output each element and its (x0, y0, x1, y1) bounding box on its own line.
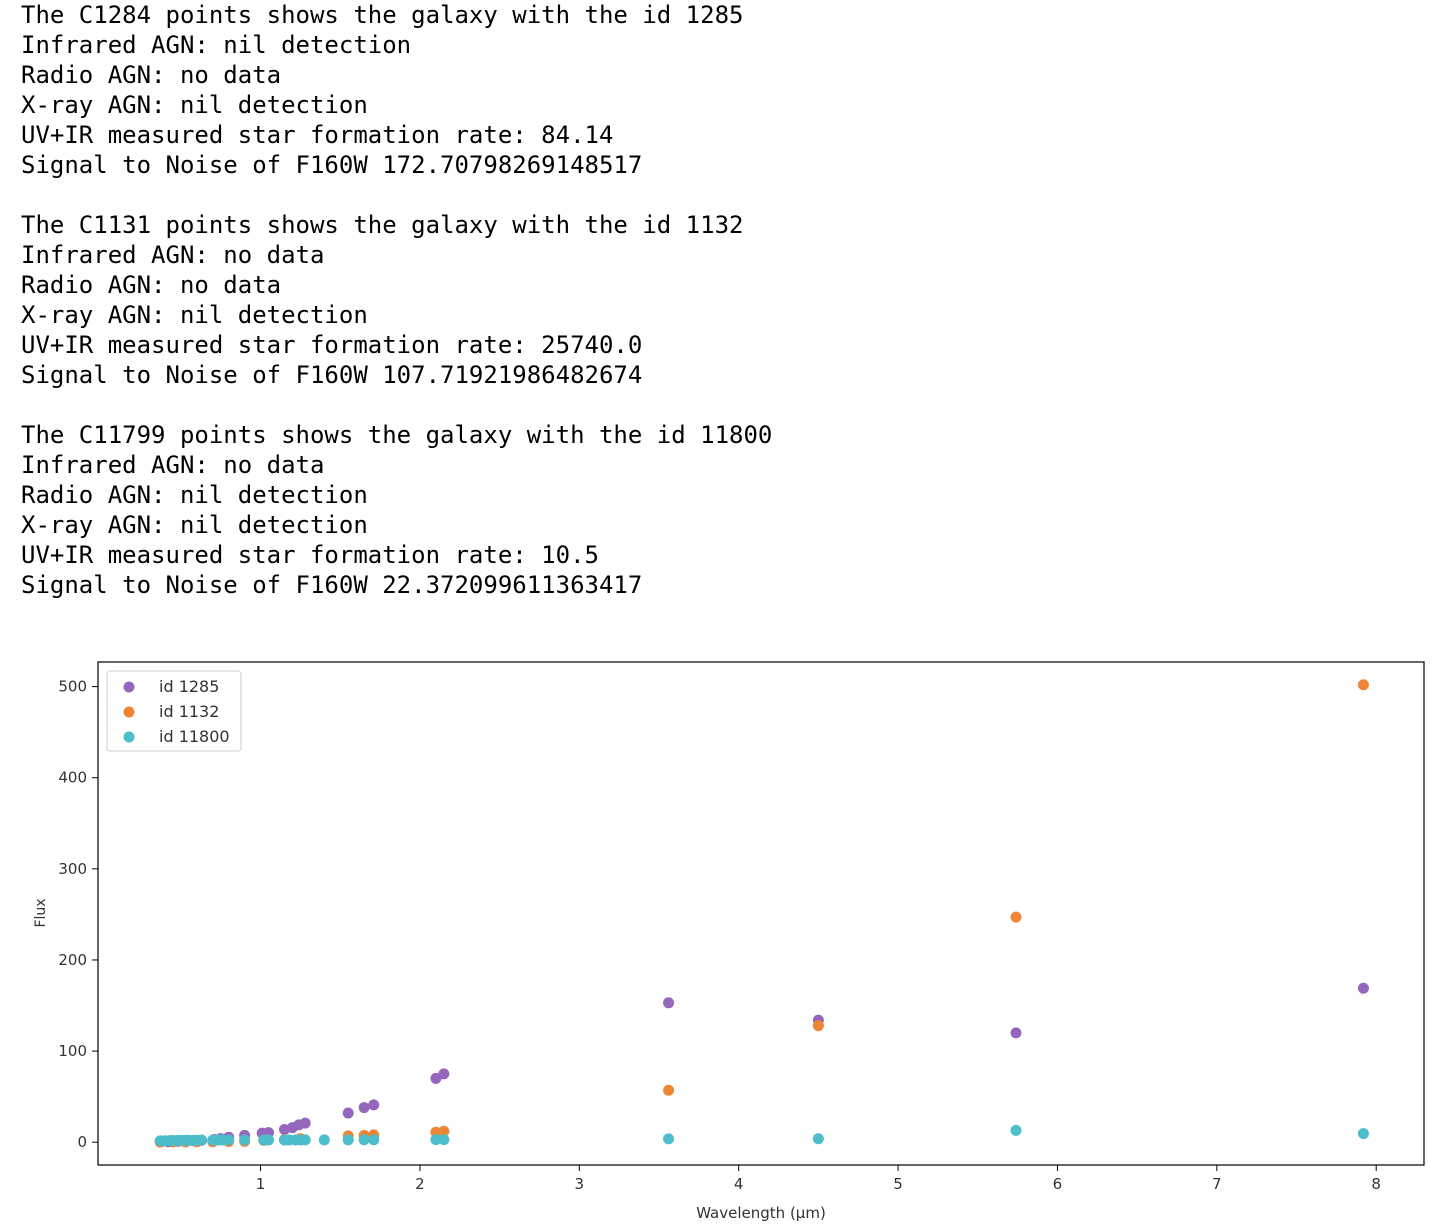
legend-box (106, 670, 242, 752)
data-point-series-2 (318, 1134, 330, 1146)
data-point-series-1 (663, 1084, 675, 1096)
output-line: Signal to Noise of F160W 107.71921986482… (21, 361, 643, 389)
data-point-series-2 (368, 1134, 380, 1146)
legend-label: id 1132 (159, 702, 219, 721)
data-point-series-2 (358, 1134, 370, 1146)
output-line: X-ray AGN: nil detection (21, 91, 368, 119)
legend-label: id 1285 (159, 677, 219, 696)
data-point-series-0 (430, 1072, 442, 1084)
y-tick-label: 0 (77, 1133, 87, 1151)
data-point-series-2 (430, 1134, 442, 1146)
x-tick-label: 1 (256, 1175, 266, 1193)
data-point-series-2 (342, 1134, 354, 1146)
x-tick-label: 8 (1371, 1175, 1381, 1193)
data-point-series-2 (812, 1133, 824, 1145)
output-line: Infrared AGN: nil detection (21, 31, 412, 59)
output-line: The C1131 points shows the galaxy with t… (21, 211, 744, 239)
data-point-series-2 (663, 1133, 675, 1145)
data-point-series-1 (1010, 911, 1022, 923)
data-point-series-0 (358, 1102, 370, 1114)
x-axis-label: Wavelength (μm) (696, 1204, 826, 1222)
data-point-series-2 (1357, 1128, 1369, 1140)
y-tick-label: 400 (58, 769, 87, 787)
data-point-series-0 (299, 1117, 311, 1129)
output-line: Radio AGN: nil detection (21, 481, 368, 509)
output-line: Signal to Noise of F160W 172.70798269148… (21, 151, 643, 179)
data-point-series-2 (263, 1134, 275, 1146)
data-point-series-0 (368, 1099, 380, 1111)
axes-frame (97, 661, 1425, 1166)
data-point-series-0 (1357, 982, 1369, 994)
output-line: Signal to Noise of F160W 22.372099611363… (21, 571, 643, 599)
legend-marker (123, 731, 135, 743)
output-block: The C1284 points shows the galaxy with t… (21, 0, 772, 180)
data-point-series-2 (239, 1134, 251, 1146)
data-point-series-1 (1357, 679, 1369, 691)
y-axis-label: Flux (33, 898, 49, 927)
output-line: Radio AGN: no data (21, 271, 282, 299)
data-point-series-2 (1010, 1124, 1022, 1136)
output-line: Radio AGN: no data (21, 61, 282, 89)
output-line: X-ray AGN: nil detection (21, 301, 368, 329)
legend: id 1285 id 1132 id 11800 (106, 670, 242, 752)
legend-label: id 11800 (159, 727, 230, 746)
x-tick-label: 7 (1212, 1175, 1222, 1193)
y-tick-label: 100 (58, 1042, 87, 1060)
y-tick-label: 200 (58, 951, 87, 969)
output-line: Infrared AGN: no data (21, 241, 325, 269)
x-tick-label: 4 (734, 1175, 744, 1193)
x-tick-label: 2 (415, 1175, 425, 1193)
x-tick-label: 3 (575, 1175, 585, 1193)
data-point-series-0 (342, 1107, 354, 1119)
legend-marker (123, 681, 135, 693)
output-line: The C1284 points shows the galaxy with t… (21, 1, 744, 29)
output-line: UV+IR measured star formation rate: 10.5 (21, 541, 599, 569)
data-point-series-0 (438, 1068, 450, 1080)
y-tick-label: 500 (58, 678, 87, 696)
data-point-series-2 (196, 1134, 208, 1146)
data-point-series-0 (663, 997, 675, 1009)
output-line: The C11799 points shows the galaxy with … (21, 421, 773, 449)
legend-marker (123, 706, 135, 718)
output-line: X-ray AGN: nil detection (21, 511, 368, 539)
data-point-series-1 (438, 1125, 450, 1137)
y-tick-label: 300 (58, 860, 87, 878)
output-line: UV+IR measured star formation rate: 2574… (21, 331, 643, 359)
data-point-series-2 (223, 1134, 235, 1146)
data-point-series-2 (438, 1134, 450, 1146)
x-tick-label: 5 (893, 1175, 903, 1193)
data-point-series-1 (812, 1020, 824, 1032)
cell-output-text: The C1284 points shows the galaxy with t… (21, 0, 772, 630)
data-point-series-2 (299, 1134, 311, 1146)
output-line: UV+IR measured star formation rate: 84.1… (21, 121, 614, 149)
data-point-series-0 (1010, 1027, 1022, 1039)
x-tick-label: 6 (1053, 1175, 1063, 1193)
output-block: The C1131 points shows the galaxy with t… (21, 210, 772, 390)
output-block: The C11799 points shows the galaxy with … (21, 420, 772, 600)
output-line: Infrared AGN: no data (21, 451, 325, 479)
